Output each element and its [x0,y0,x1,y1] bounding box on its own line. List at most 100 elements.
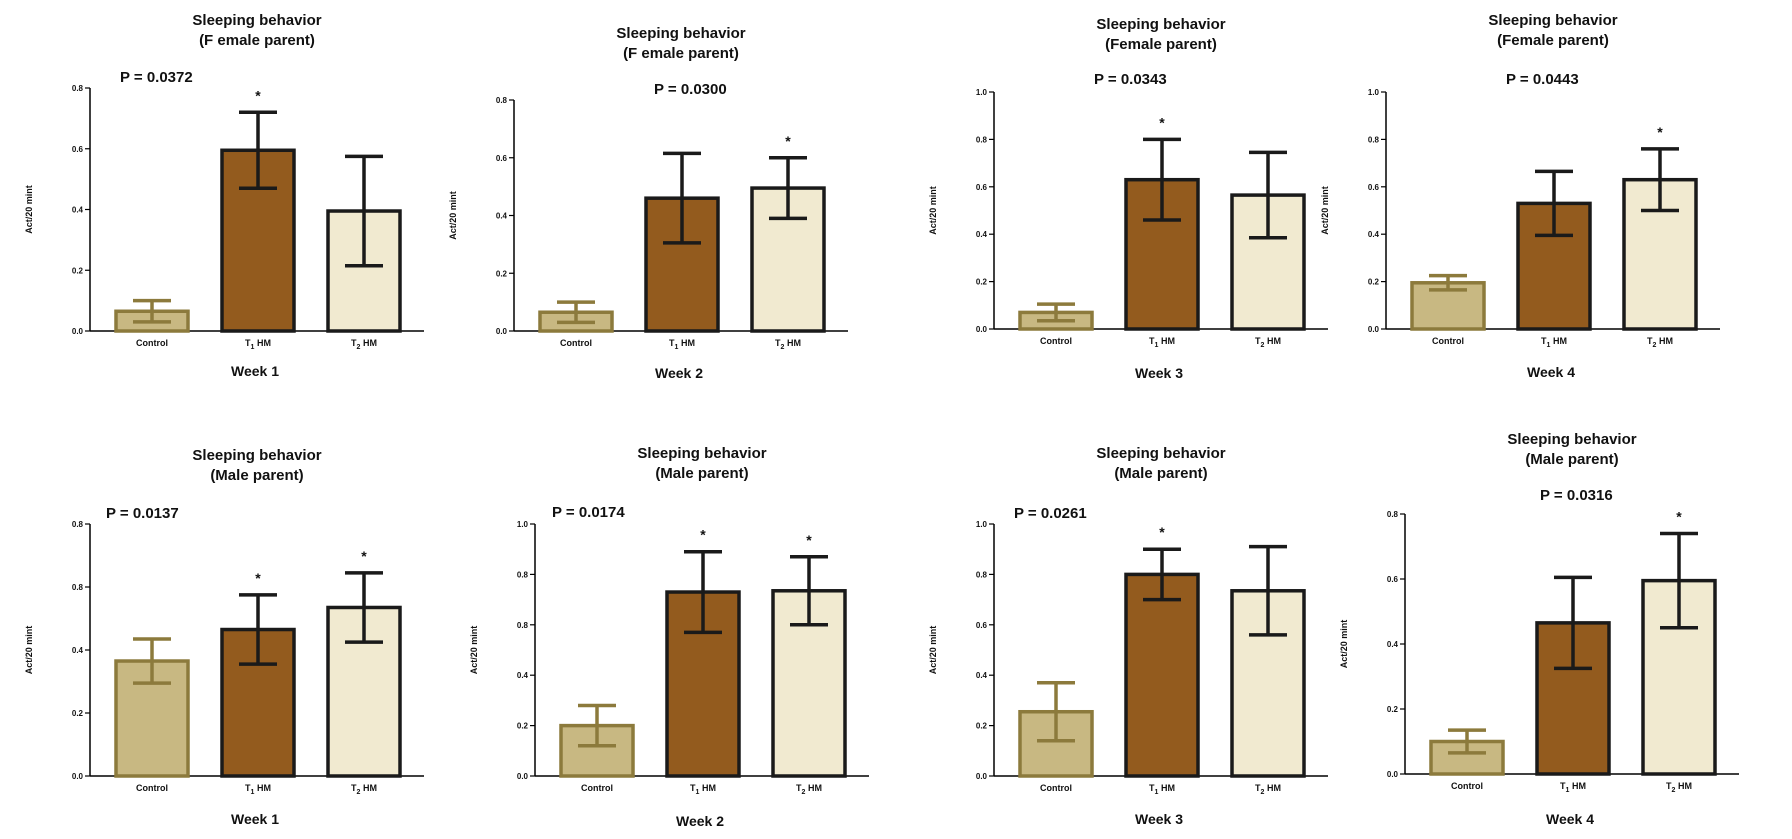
y-tick-label: 0.6 [1387,575,1399,584]
y-tick-label: 0.2 [1368,278,1380,287]
y-tick-label: 0.8 [517,570,529,579]
x-axis-label: Week 3 [1135,365,1183,381]
p-value-label: P = 0.0300 [654,81,727,98]
x-tick-label: Control [1451,781,1483,791]
chart-title: Sleeping behavior [1096,16,1225,33]
chart-title: Sleeping behavior [616,25,745,42]
y-tick-label: 1.0 [976,88,988,97]
x-tick-label: T2 HM [351,338,377,351]
y-tick-label: 0.8 [1368,135,1380,144]
x-axis-label: Week 2 [655,365,703,381]
x-tick-label: T2 HM [1647,336,1673,349]
chart-panel-2: Sleeping behavior (F emale parent) P = 0.0… [448,25,848,381]
y-tick-label: 0.6 [1368,183,1380,192]
y-tick-label: 0.4 [1387,640,1399,649]
p-value-label: P = 0.0443 [1506,71,1579,88]
significance-star: * [255,570,261,586]
x-tick-label: T2 HM [1666,781,1692,794]
y-tick-label: 0.2 [1387,705,1399,714]
chart-panel-1: Sleeping behavior (F emale parent) P = 0.0… [24,12,424,379]
x-axis-label: Week 1 [231,363,279,379]
chart-title: Sleeping behavior [637,445,766,462]
significance-star: * [806,532,812,548]
y-tick-label: 0.2 [496,269,508,278]
chart-panel-4: Sleeping behavior (Female parent) P = 0.04… [1320,12,1720,380]
y-tick-label: 0.8 [496,96,508,105]
y-tick-label: 0.2 [72,709,84,718]
chart-title: Sleeping behavior [192,12,321,29]
y-tick-label: 0.8 [72,84,84,93]
p-value-label: P = 0.0174 [552,504,625,521]
x-tick-label: T2 HM [796,783,822,796]
y-tick-label: 0.8 [976,570,988,579]
y-tick-label: 0.0 [72,772,84,781]
y-tick-label: 0.4 [72,646,84,655]
p-value-label: P = 0.0137 [106,505,179,522]
chart-title: Sleeping behavior [1488,12,1617,29]
y-tick-label: 0.2 [976,722,988,731]
chart-title: Sleeping behavior [192,447,321,464]
y-tick-label: 0.8 [976,135,988,144]
y-tick-label: 0.8 [1387,510,1399,519]
y-tick-label: 0.0 [976,325,988,334]
significance-star: * [1159,114,1165,130]
chart-subtitle: (Female parent) [1497,32,1609,49]
x-tick-label: T1 HM [245,338,271,351]
chart-title: Sleeping behavior [1507,431,1636,448]
bar-t2-hm [1622,177,1698,331]
x-tick-label: T2 HM [1255,336,1281,349]
chart-subtitle: (F emale parent) [199,32,315,49]
x-axis-label: Week 1 [231,811,279,827]
chart-panel-3: Sleeping behavior (Female parent) P = 0.03… [928,16,1328,381]
p-value-label: P = 0.0261 [1014,505,1087,522]
y-tick-label: 0.0 [72,327,84,336]
y-axis-label: Act/20 mint [448,191,458,240]
y-axis-label: Act/20 mint [24,185,34,234]
x-tick-label: Control [136,338,168,348]
chart-panel-8: Sleeping behavior (Male parent) P = 0.0316… [1339,431,1739,827]
y-tick-label: 0.0 [1387,770,1399,779]
significance-star: * [361,548,367,564]
y-tick-label: 1.0 [517,520,529,529]
chart-subtitle: (F emale parent) [623,45,739,62]
y-tick-label: 0.6 [72,145,84,154]
significance-star: * [1657,124,1663,140]
significance-star: * [255,87,261,103]
chart-panel-5: Sleeping behavior (Male parent) P = 0.0137… [24,447,424,827]
chart-subtitle: (Male parent) [1114,465,1207,482]
y-tick-label: 0.2 [72,266,84,275]
y-axis-label: Act/20 mint [928,186,938,235]
y-tick-label: 0.4 [517,671,529,680]
x-tick-label: T1 HM [1560,781,1586,794]
bar-t1-hm [220,148,296,333]
chart-subtitle: (Male parent) [1525,451,1618,468]
y-tick-label: 0.2 [976,278,988,287]
x-tick-label: T2 HM [351,783,377,796]
y-tick-label: 0.8 [72,520,84,529]
chart-subtitle: (Male parent) [210,467,303,484]
y-tick-label: 0.4 [72,206,84,215]
x-tick-label: T2 HM [775,338,801,351]
x-tick-label: Control [581,783,613,793]
chart-title: Sleeping behavior [1096,445,1225,462]
chart-subtitle: (Male parent) [655,465,748,482]
y-tick-label: 0.4 [976,671,988,680]
bar-t1-hm [1124,177,1200,331]
x-tick-label: T1 HM [1149,783,1175,796]
y-tick-label: 0.0 [1368,325,1380,334]
x-tick-label: Control [1040,336,1072,346]
x-tick-label: T1 HM [690,783,716,796]
significance-star: * [700,527,706,543]
y-tick-label: 0.6 [496,154,508,163]
x-tick-label: T1 HM [245,783,271,796]
y-tick-label: 0.8 [72,583,84,592]
y-axis-label: Act/20 mint [1339,620,1349,669]
y-tick-label: 1.0 [1368,88,1380,97]
p-value-label: P = 0.0316 [1540,487,1613,504]
x-axis-label: Week 4 [1546,811,1594,827]
x-tick-label: T1 HM [1149,336,1175,349]
chart-panel-7: Sleeping behavior (Male parent) P = 0.0261… [928,445,1328,827]
significance-star: * [785,133,791,149]
chart-subtitle: (Female parent) [1105,36,1217,53]
